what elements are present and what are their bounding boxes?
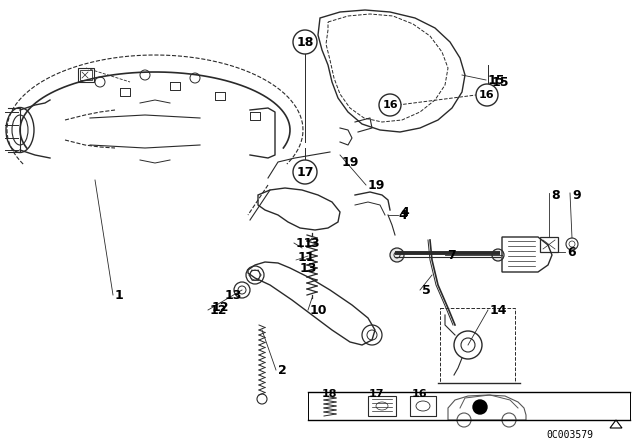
Text: 10: 10 — [310, 303, 328, 316]
Text: 2: 2 — [278, 363, 287, 376]
Text: 18: 18 — [322, 389, 337, 399]
Text: 6: 6 — [567, 246, 575, 258]
Text: 19: 19 — [342, 155, 360, 168]
Text: 4: 4 — [400, 206, 409, 219]
Text: 7: 7 — [447, 249, 456, 262]
Circle shape — [390, 248, 404, 262]
Text: 4: 4 — [398, 208, 407, 221]
Text: 16: 16 — [412, 389, 428, 399]
Text: 17: 17 — [369, 389, 385, 399]
Text: 16: 16 — [382, 100, 398, 110]
Circle shape — [492, 249, 504, 261]
Text: 12: 12 — [212, 301, 230, 314]
Circle shape — [476, 84, 498, 106]
Circle shape — [293, 160, 317, 184]
Text: 1: 1 — [115, 289, 124, 302]
Text: 11: 11 — [296, 237, 314, 250]
Text: 14: 14 — [490, 303, 508, 316]
Circle shape — [473, 400, 487, 414]
Bar — [410, 396, 436, 416]
Text: 17: 17 — [296, 165, 314, 178]
Text: 13: 13 — [300, 262, 317, 275]
Text: 18: 18 — [296, 35, 314, 48]
Bar — [80, 70, 92, 80]
Text: 19: 19 — [368, 178, 385, 191]
Text: 12: 12 — [210, 303, 227, 316]
Text: 8: 8 — [551, 189, 559, 202]
Bar — [440, 308, 515, 383]
Text: 0C003579: 0C003579 — [547, 430, 593, 440]
Text: 11: 11 — [298, 250, 316, 263]
Text: 5: 5 — [422, 284, 431, 297]
Bar — [368, 396, 396, 416]
Text: 16: 16 — [479, 90, 495, 100]
Bar — [540, 237, 558, 252]
Text: 15: 15 — [492, 76, 509, 89]
Text: 13: 13 — [225, 289, 243, 302]
Circle shape — [293, 30, 317, 54]
Text: 3: 3 — [310, 237, 319, 250]
Text: 15: 15 — [488, 73, 506, 86]
Text: 9: 9 — [572, 189, 580, 202]
Circle shape — [379, 94, 401, 116]
Bar — [78, 68, 94, 82]
